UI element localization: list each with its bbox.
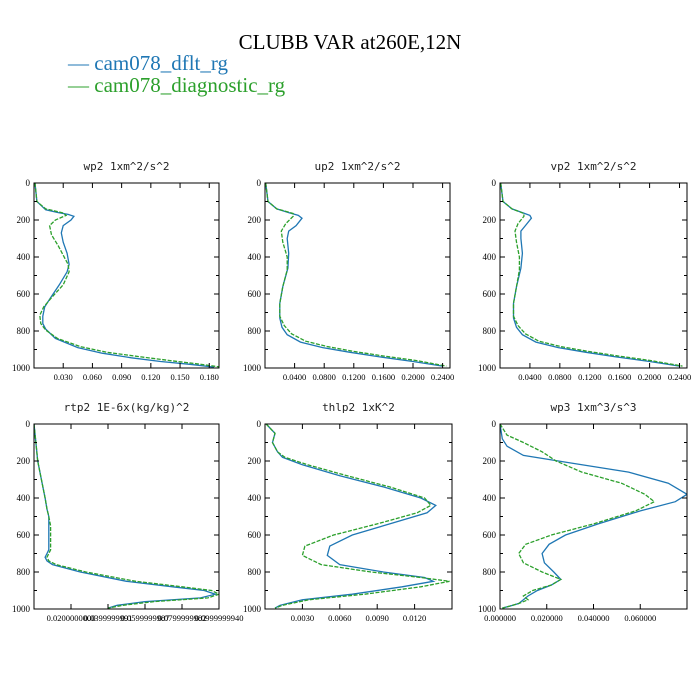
series-line-diagnostic: [500, 424, 656, 609]
series-line-dflt: [500, 183, 680, 367]
y-tick-label: 600: [17, 530, 31, 540]
chart-panel-1: up2 1xm^2/s^2 0 200 400 600 800 1000 0.0400 0.08…: [243, 160, 454, 382]
y-tick-label: 600: [248, 289, 262, 299]
x-tick-label: 0.0400: [518, 372, 541, 382]
y-tick-label: 800: [17, 326, 31, 336]
chart-panel-0: wp2 1xm^2/s^2 0 200 400 600 800 1000 0.030 0.060…: [12, 160, 220, 382]
y-tick-label: 200: [248, 456, 262, 466]
series-line-diagnostic: [34, 183, 219, 368]
y-tick-label: 1000: [243, 363, 262, 373]
y-tick-label: 600: [248, 530, 262, 540]
x-tick-label: 0.0800: [548, 372, 571, 382]
x-tick-label: 0.0400: [283, 372, 306, 382]
x-tick-label: 0.0060: [328, 613, 351, 623]
x-tick-label: 0.060000: [624, 613, 656, 623]
y-tick-label: 1000: [478, 604, 497, 614]
x-tick-label: 0.1200: [578, 372, 601, 382]
chart-panel-4: thlp2 1xK^2 0 200 400 600 800 1000 0.0030 0.0060…: [243, 401, 453, 623]
series-line-dflt: [265, 183, 443, 367]
y-tick-label: 800: [17, 567, 31, 577]
x-tick-label: 0.0800: [313, 372, 336, 382]
series-line-dflt: [34, 424, 218, 609]
panel-frame: [499, 423, 688, 610]
y-tick-label: 600: [17, 289, 31, 299]
x-tick-label: 0.020000: [531, 613, 563, 623]
x-tick-label: 0.150: [170, 372, 189, 382]
x-tick-label: 0.180: [200, 372, 219, 382]
y-tick-label: 400: [248, 493, 262, 503]
x-tick-label: 0.0120: [403, 613, 426, 623]
y-tick-label: 200: [17, 215, 31, 225]
x-tick-label: 0.040000: [578, 613, 610, 623]
chart-main-title: CLUBB VAR at260E,12N: [238, 30, 462, 54]
series-line-dflt: [34, 183, 215, 368]
panel-title: rtp2 1E-6x(kg/kg)^2: [64, 401, 190, 414]
x-tick-label: 0.030: [54, 372, 73, 382]
series-line-diagnostic: [500, 183, 683, 367]
x-tick-label: 0.000000: [484, 613, 516, 623]
y-tick-label: 1000: [12, 604, 31, 614]
y-tick-label: 200: [17, 456, 31, 466]
panel-title: wp2 1xm^2/s^2: [83, 160, 169, 173]
y-tick-label: 600: [483, 530, 497, 540]
x-tick-label: 0.0030: [291, 613, 314, 623]
y-tick-label: 400: [17, 493, 31, 503]
y-tick-label: 0: [257, 419, 262, 429]
panel-title: vp2 1xm^2/s^2: [550, 160, 636, 173]
y-tick-label: 400: [483, 493, 497, 503]
series-line-dflt: [500, 424, 687, 609]
y-tick-label: 800: [248, 326, 262, 336]
y-tick-label: 600: [483, 289, 497, 299]
x-tick-label: 0.2000: [401, 372, 424, 382]
series-line-dflt: [265, 424, 437, 609]
panel-title: up2 1xm^2/s^2: [314, 160, 400, 173]
series-line-diagnostic: [34, 424, 219, 609]
panel-frame: [499, 182, 688, 369]
y-tick-label: 0: [26, 178, 31, 188]
x-tick-label: 0.0090: [366, 613, 389, 623]
y-tick-label: 1000: [478, 363, 497, 373]
y-tick-label: 400: [17, 252, 31, 262]
x-tick-label: 0.120: [141, 372, 160, 382]
x-tick-label: 0.2400: [431, 372, 454, 382]
y-tick-label: 0: [492, 178, 497, 188]
legend-entry-dflt: — cam078_dflt_rg: [68, 51, 229, 75]
y-tick-label: 800: [483, 326, 497, 336]
y-tick-label: 400: [483, 252, 497, 262]
series-line-diagnostic: [265, 183, 447, 367]
y-tick-label: 800: [248, 567, 262, 577]
y-tick-label: 800: [483, 567, 497, 577]
legend-entry-diagnostic: — cam078_diagnostic_rg: [68, 73, 286, 97]
chart-panel-3: rtp2 1E-6x(kg/kg)^2 0 200 400 600 800 1000 0.02…: [12, 401, 243, 623]
series-line-diagnostic: [265, 424, 450, 609]
y-tick-label: 200: [248, 215, 262, 225]
x-tick-label: 0.1200: [342, 372, 365, 382]
y-tick-label: 1000: [243, 604, 262, 614]
panel-title: wp3 1xm^3/s^3: [550, 401, 636, 414]
x-tick-label: 0.1600: [372, 372, 395, 382]
x-tick-label: 0.0399999991: [84, 613, 133, 623]
x-tick-label: 0.060: [83, 372, 102, 382]
x-tick-label: 0.0999999940: [195, 613, 244, 623]
x-tick-label: 0.0200000000: [47, 613, 96, 623]
y-tick-label: 200: [483, 456, 497, 466]
y-tick-label: 0: [26, 419, 31, 429]
x-tick-label: 0.0799999982: [158, 613, 207, 623]
panel-frame: [264, 423, 453, 610]
x-tick-label: 0.090: [112, 372, 131, 382]
y-tick-label: 0: [257, 178, 262, 188]
y-tick-label: 0: [492, 419, 497, 429]
x-tick-label: 0.0599999987: [121, 613, 170, 623]
panel-title: thlp2 1xK^2: [322, 401, 395, 414]
x-tick-label: 0.2400: [668, 372, 691, 382]
y-tick-label: 1000: [12, 363, 31, 373]
x-tick-label: 0.1600: [608, 372, 631, 382]
chart-panel-2: vp2 1xm^2/s^2 0 200 400 600 800 1000 0.0400 0.08…: [478, 160, 691, 382]
panel-frame: [264, 182, 451, 369]
y-tick-label: 400: [248, 252, 262, 262]
x-tick-label: 0.2000: [638, 372, 661, 382]
y-tick-label: 200: [483, 215, 497, 225]
